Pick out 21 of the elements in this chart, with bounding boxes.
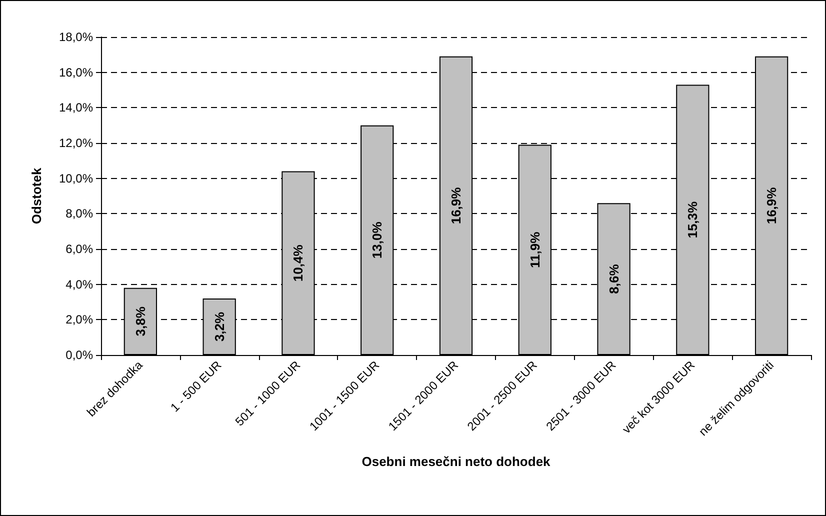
y-tick-label: 12,0% [58, 136, 94, 150]
y-tick-label: 2,0% [66, 312, 94, 327]
x-axis-title: Osebni mesečni neto dohodek [362, 454, 552, 469]
y-tick-label: 8,0% [66, 206, 94, 221]
y-axis-title: Odstotek [29, 167, 44, 224]
data-label: 3,8% [132, 306, 148, 336]
data-label: 3,2% [212, 311, 227, 342]
y-tick-label: 6,0% [66, 242, 94, 256]
data-label: 11,9% [527, 231, 542, 268]
data-label: 8,6% [606, 264, 622, 294]
data-label: 16,9% [764, 186, 780, 224]
y-tick-label: 4,0% [66, 277, 94, 292]
data-label: 10,4% [290, 244, 306, 282]
data-label: 13,0% [370, 221, 385, 259]
y-tick-label: 16,0% [58, 65, 94, 80]
y-tick-label: 14,0% [58, 100, 94, 115]
y-tick-label: 18,0% [58, 30, 94, 44]
y-tick-label: 10,0% [58, 171, 94, 186]
data-label: 15,3% [685, 200, 700, 238]
y-tick-label: 0,0% [66, 348, 94, 362]
data-label: 16,9% [448, 186, 464, 224]
